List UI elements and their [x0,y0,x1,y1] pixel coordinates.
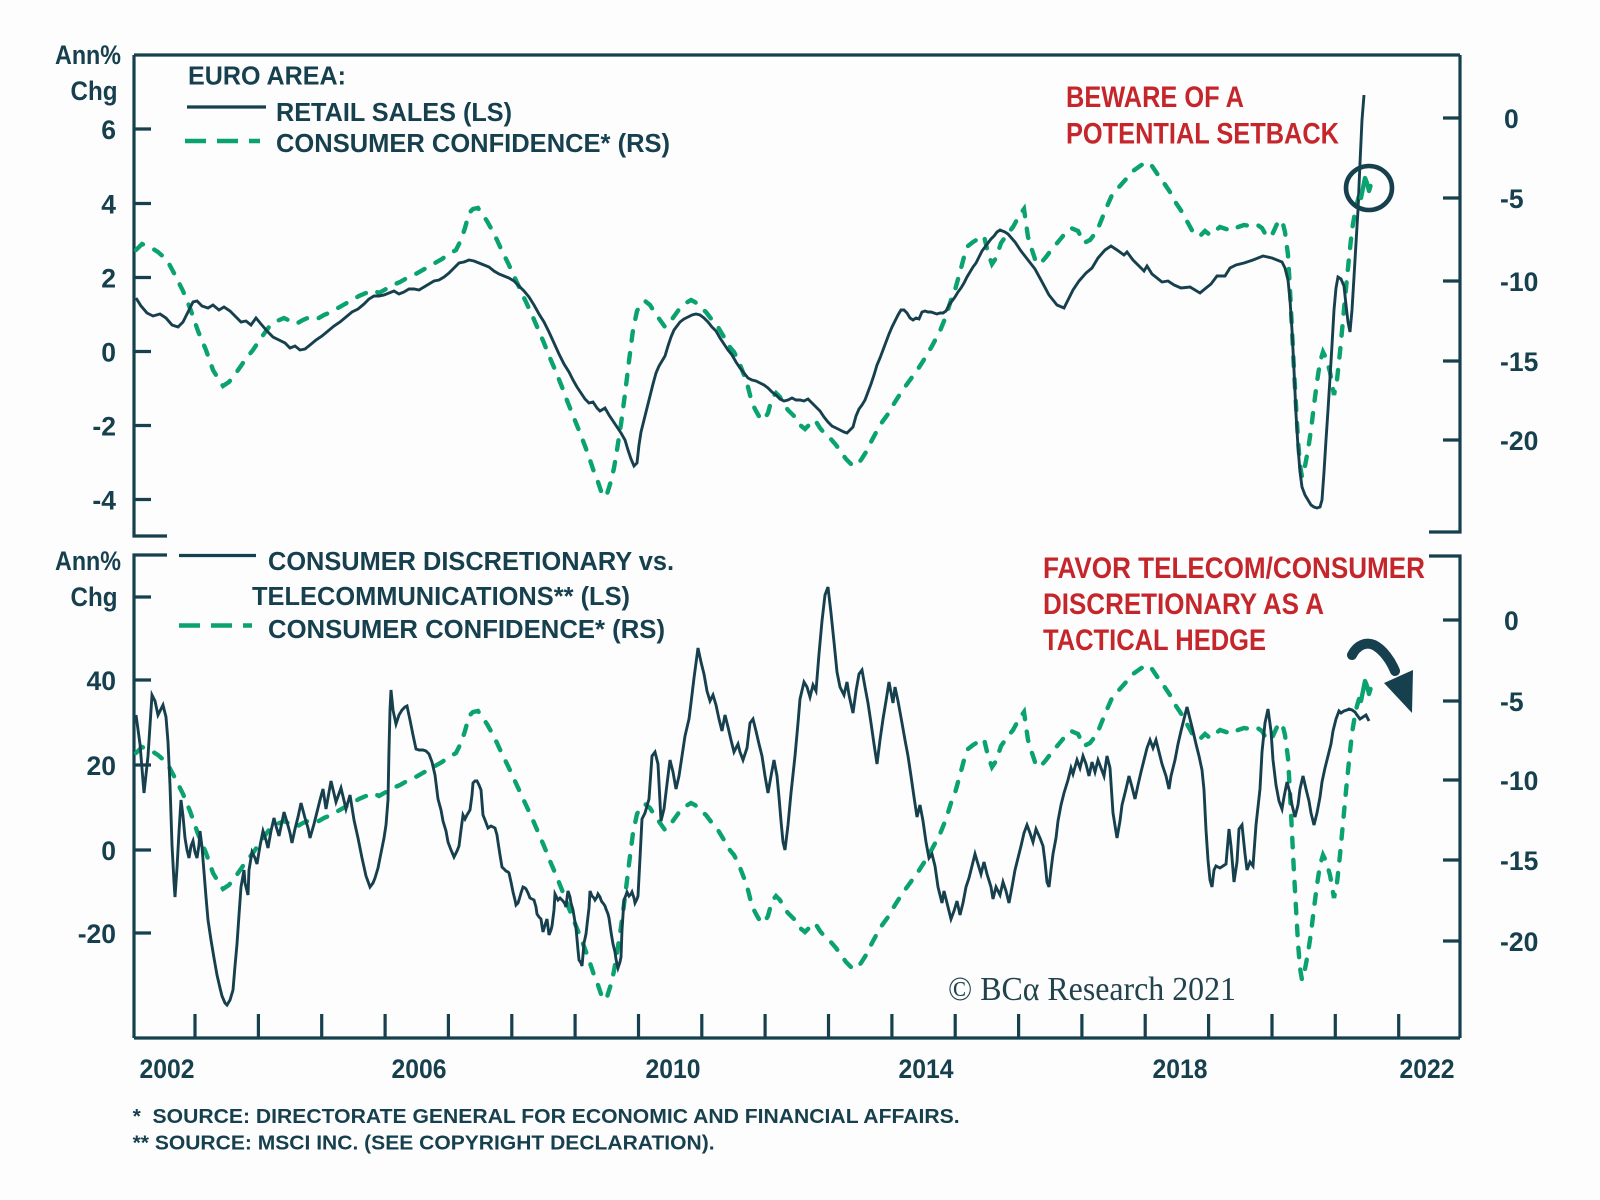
svg-text:Chg: Chg [71,582,118,612]
svg-text:CONSUMER CONFIDENCE* (RS): CONSUMER CONFIDENCE* (RS) [268,616,665,644]
svg-text:-20: -20 [1500,426,1538,456]
svg-text:-10: -10 [1500,267,1538,297]
svg-text:2014: 2014 [899,1054,954,1084]
svg-text:2022: 2022 [1400,1054,1455,1084]
svg-text:-10: -10 [1500,766,1538,796]
svg-text:-20: -20 [1500,927,1538,957]
svg-text:CONSUMER DISCRETIONARY vs.: CONSUMER DISCRETIONARY vs. [268,548,674,576]
svg-text:BEWARE OF A: BEWARE OF A [1066,81,1244,114]
svg-text:© BCα Research 2021: © BCα Research 2021 [948,971,1236,1008]
svg-text:2018: 2018 [1153,1054,1208,1084]
svg-text:Ann%: Ann% [55,40,121,70]
svg-text:6: 6 [101,115,116,145]
svg-text:Ann%: Ann% [55,546,121,576]
svg-text:-20: -20 [78,919,116,949]
svg-text:4: 4 [101,190,116,220]
svg-text:CONSUMER CONFIDENCE* (RS): CONSUMER CONFIDENCE* (RS) [276,130,670,158]
svg-text:2: 2 [101,264,116,294]
svg-text:0: 0 [1504,104,1519,134]
svg-text:* SOURCE: DIRECTORATE GENERAL: * SOURCE: DIRECTORATE GENERAL FOR ECONOM… [133,1106,960,1128]
svg-text:Chg: Chg [71,76,118,106]
svg-text:0: 0 [101,338,116,368]
svg-text:FAVOR TELECOM/CONSUMER: FAVOR TELECOM/CONSUMER [1043,552,1425,585]
svg-text:** SOURCE: MSCI INC. (SEE COPY: ** SOURCE: MSCI INC. (SEE COPYRIGHT DECL… [133,1133,715,1155]
svg-text:DISCRETIONARY AS A: DISCRETIONARY AS A [1043,588,1324,621]
svg-text:-15: -15 [1500,347,1538,377]
svg-text:TELECOMMUNICATIONS** (LS): TELECOMMUNICATIONS** (LS) [252,583,630,611]
svg-text:-5: -5 [1500,184,1524,214]
svg-text:POTENTIAL SETBACK: POTENTIAL SETBACK [1066,118,1340,151]
svg-text:-4: -4 [92,486,116,516]
svg-text:2010: 2010 [646,1054,701,1084]
svg-text:RETAIL SALES (LS): RETAIL SALES (LS) [276,99,512,127]
svg-text:2002: 2002 [140,1054,195,1084]
svg-text:TACTICAL HEDGE: TACTICAL HEDGE [1043,624,1266,657]
svg-text:-15: -15 [1500,846,1538,876]
svg-text:40: 40 [87,666,116,696]
svg-text:20: 20 [87,751,116,781]
svg-text:-2: -2 [92,412,116,442]
svg-text:0: 0 [1504,606,1519,636]
svg-text:EURO AREA:: EURO AREA: [188,63,346,91]
svg-text:2006: 2006 [392,1054,447,1084]
svg-text:-5: -5 [1500,687,1524,717]
svg-text:0: 0 [101,836,116,866]
